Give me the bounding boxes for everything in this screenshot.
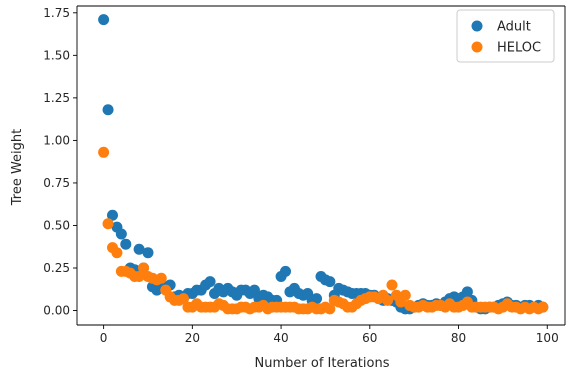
- data-point-heloc: [133, 271, 145, 283]
- data-point-heloc: [138, 262, 150, 274]
- legend: Adult HELOC: [456, 9, 555, 63]
- data-point-adult: [324, 276, 336, 288]
- legend-marker-heloc: [471, 41, 483, 53]
- data-point-adult: [102, 104, 114, 116]
- x-tick-label: 20: [185, 331, 200, 345]
- y-tick-label: 0.25: [43, 261, 70, 275]
- data-point-heloc: [386, 279, 398, 291]
- y-tick-label: 0.00: [43, 304, 70, 318]
- data-point-heloc: [98, 146, 110, 158]
- x-tick-label: 100: [536, 331, 559, 345]
- data-point-heloc: [324, 303, 336, 315]
- data-point-adult: [204, 276, 216, 288]
- data-point-adult: [311, 293, 323, 305]
- x-tick-label: 60: [362, 331, 377, 345]
- ticks-layer: 0 20 40 60 80 100 0.00 0.25 0.50 0.75 1.00 1.25 1.50…: [43, 6, 558, 345]
- data-point-adult: [280, 265, 292, 277]
- axes-frame: [76, 5, 566, 326]
- data-point-adult: [461, 286, 473, 298]
- data-point-heloc: [111, 247, 123, 259]
- data-point-heloc: [537, 301, 549, 313]
- legend-label-adult: Adult: [497, 20, 531, 35]
- legend-marker-adult: [471, 20, 483, 32]
- data-point-adult: [98, 14, 110, 26]
- data-point-heloc: [382, 294, 394, 306]
- y-tick-label: 1.50: [43, 48, 70, 62]
- y-tick-label: 1.25: [43, 91, 70, 105]
- data-point-adult: [248, 284, 260, 296]
- data-point-adult: [106, 209, 118, 221]
- y-tick-label: 1.00: [43, 133, 70, 147]
- y-tick-label: 1.75: [43, 6, 70, 20]
- points-layer: [98, 14, 549, 315]
- data-point-heloc: [102, 218, 114, 230]
- data-point-adult: [115, 228, 127, 240]
- data-point-adult: [142, 247, 154, 259]
- x-axis-label: Number of Iterations: [255, 356, 390, 371]
- data-point-adult: [133, 243, 145, 255]
- data-point-heloc: [399, 289, 411, 301]
- x-tick-label: 80: [451, 331, 466, 345]
- y-axis-label: Tree Weight: [10, 129, 25, 207]
- data-point-adult: [120, 238, 132, 250]
- y-tick-label: 0.50: [43, 218, 70, 232]
- data-point-heloc: [155, 272, 167, 284]
- x-tick-label: 40: [273, 331, 288, 345]
- y-tick-label: 0.75: [43, 176, 70, 190]
- data-point-heloc: [177, 293, 189, 305]
- legend-label-heloc: HELOC: [497, 41, 541, 56]
- x-tick-label: 0: [100, 331, 108, 345]
